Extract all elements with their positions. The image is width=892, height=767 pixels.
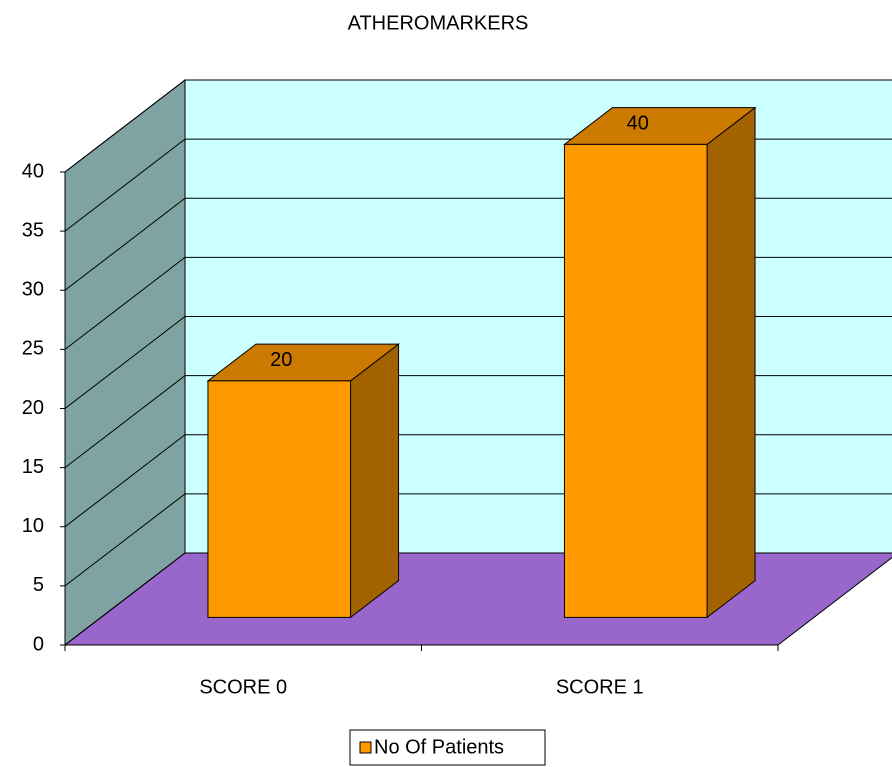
legend-box bbox=[349, 729, 546, 766]
y-tick-label: 10 bbox=[22, 515, 44, 537]
grid-line bbox=[64, 256, 186, 350]
y-tick-label: 25 bbox=[22, 338, 44, 360]
bar bbox=[207, 380, 352, 618]
grid-line bbox=[64, 375, 186, 469]
grid-line bbox=[64, 552, 186, 646]
value-label: 40 bbox=[627, 113, 649, 135]
grid-line bbox=[64, 316, 186, 409]
x-tick-label: SCORE 1 bbox=[556, 676, 644, 698]
grid-line bbox=[64, 434, 186, 528]
floor bbox=[63, 552, 892, 646]
y-tick-label: 5 bbox=[33, 574, 44, 596]
value-label: 20 bbox=[270, 349, 292, 371]
y-tick-label: 40 bbox=[22, 160, 44, 182]
chart-title: ATHEROMARKERS bbox=[348, 12, 529, 34]
bar bbox=[563, 143, 708, 618]
legend-label: No Of Patients bbox=[374, 736, 504, 758]
y-tick-label: 0 bbox=[33, 633, 44, 655]
grid-line bbox=[64, 138, 186, 232]
grid-line bbox=[64, 197, 186, 291]
y-tick-label: 15 bbox=[22, 456, 44, 478]
grid-line bbox=[64, 79, 186, 173]
bar-side bbox=[706, 106, 756, 619]
bar-side bbox=[350, 343, 400, 619]
grid-line bbox=[64, 493, 186, 587]
y-tick-label: 20 bbox=[22, 397, 44, 419]
y-tick-label: 30 bbox=[22, 279, 44, 301]
x-tick-label: SCORE 0 bbox=[199, 676, 287, 698]
y-tick-label: 35 bbox=[22, 219, 44, 241]
legend-swatch bbox=[359, 741, 372, 754]
